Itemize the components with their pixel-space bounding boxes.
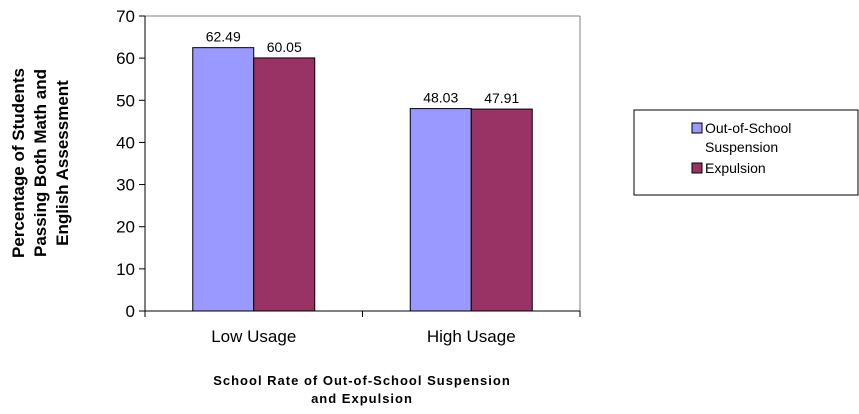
x-axis-label-line-1: School Rate of Out-of-School Suspension — [213, 373, 511, 388]
legend: Out-of-School Suspension Expulsion — [633, 109, 859, 196]
x-axis-label: School Rate of Out-of-School Suspension … — [213, 373, 511, 406]
bar-expulsion-low — [253, 57, 316, 312]
data-label-expulsion-low: 60.05 — [267, 39, 302, 55]
data-label-expulsion-high: 47.91 — [484, 90, 519, 106]
category-label-low-usage: Low Usage — [211, 327, 296, 346]
legend-label-suspension-line-1: Out-of-School — [705, 120, 791, 136]
y-tick-label-30: 30 — [116, 176, 135, 195]
bar-suspension-low — [192, 47, 255, 312]
legend-swatch-expulsion — [691, 162, 703, 174]
data-label-suspension-low: 62.49 — [206, 29, 241, 45]
y-axis-label-line-2: Passing Both Math and — [31, 69, 50, 257]
category-label-high-usage: High Usage — [427, 327, 516, 346]
bar-expulsion-high — [470, 108, 533, 312]
legend-swatch-suspension — [691, 122, 703, 134]
y-axis-label-line-1: Percentage of Students — [9, 68, 28, 258]
y-tick-label-0: 0 — [126, 302, 135, 321]
legend-label-expulsion: Expulsion — [705, 160, 766, 176]
y-tick-label-10: 10 — [116, 260, 135, 279]
axes — [144, 15, 581, 317]
x-axis-categories: Low Usage High Usage — [211, 327, 515, 346]
data-label-suspension-high: 48.03 — [423, 90, 458, 106]
bar-suspension-high — [409, 108, 472, 312]
y-tick-label-40: 40 — [116, 133, 135, 152]
y-tick-label-60: 60 — [116, 49, 135, 68]
legend-box — [633, 109, 859, 196]
y-axis-ticks: 0 10 20 30 40 50 60 70 — [116, 7, 145, 321]
x-axis-label-line-2: and Expulsion — [311, 391, 413, 406]
y-axis-label-line-3: English Assessment — [53, 80, 72, 246]
y-tick-label-70: 70 — [116, 7, 135, 26]
y-tick-label-50: 50 — [116, 91, 135, 110]
y-axis-label: Percentage of Students Passing Both Math… — [9, 68, 72, 258]
y-tick-label-20: 20 — [116, 218, 135, 237]
bars: 62.49 60.05 48.03 47.91 — [192, 29, 533, 312]
legend-label-suspension-line-2: Suspension — [705, 139, 778, 155]
